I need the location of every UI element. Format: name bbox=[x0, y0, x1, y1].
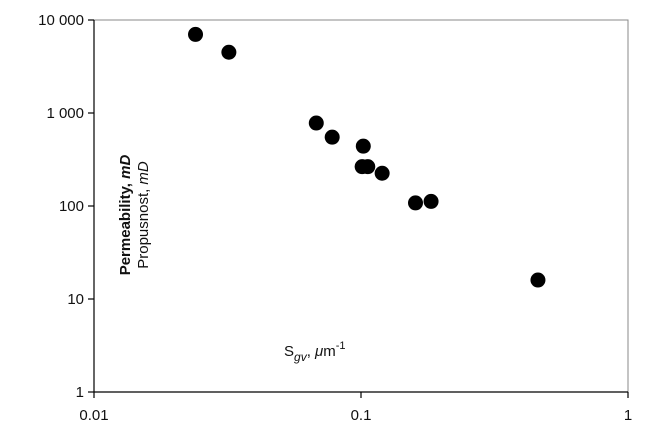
x-label-unit: m bbox=[323, 343, 336, 360]
x-tick-label: 1 bbox=[624, 407, 632, 424]
y-tick-label: 10 000 bbox=[38, 12, 84, 29]
x-tick-label: 0.01 bbox=[79, 407, 108, 424]
data-point bbox=[374, 165, 390, 181]
y-label-sub: Propusnost, bbox=[135, 185, 152, 269]
data-point bbox=[324, 129, 340, 145]
y-axis-title: Permeability, mD Propusnost, mD bbox=[117, 155, 152, 276]
data-points bbox=[188, 26, 546, 288]
y-tick-label: 1 bbox=[76, 384, 84, 401]
x-label-main: S bbox=[284, 343, 294, 360]
x-axis-title: Sgv, μm-1 bbox=[284, 340, 346, 364]
x-label-rest: , bbox=[307, 343, 315, 360]
svg-text:Propusnost, mD: Propusnost, mD bbox=[135, 161, 152, 269]
x-label-sub: gv bbox=[294, 350, 308, 364]
x-tick-label: 0.1 bbox=[351, 407, 372, 424]
y-tick-label: 100 bbox=[59, 198, 84, 215]
data-point bbox=[355, 138, 371, 154]
data-point bbox=[423, 193, 439, 209]
data-point bbox=[530, 272, 546, 288]
data-point bbox=[408, 195, 424, 211]
y-tick-label: 1 000 bbox=[46, 105, 84, 122]
x-label-exp: -1 bbox=[336, 340, 346, 352]
svg-text:Permeability, mD: Permeability, mD bbox=[117, 155, 134, 276]
x-ticks: 0.01 0.1 1 bbox=[79, 392, 632, 424]
y-label-bold: Permeability, bbox=[117, 179, 134, 275]
y-tick-label: 10 bbox=[67, 291, 84, 308]
y-ticks: 10 000 1 000 100 10 1 bbox=[38, 12, 94, 401]
y-label-sub-unit: mD bbox=[135, 161, 152, 184]
data-point bbox=[308, 115, 324, 131]
x-label-mu: μ bbox=[314, 343, 323, 360]
y-label-bold-unit: mD bbox=[117, 155, 134, 179]
data-point bbox=[360, 159, 376, 175]
data-point bbox=[221, 44, 237, 60]
plot-area bbox=[93, 19, 629, 393]
data-point bbox=[188, 26, 204, 42]
